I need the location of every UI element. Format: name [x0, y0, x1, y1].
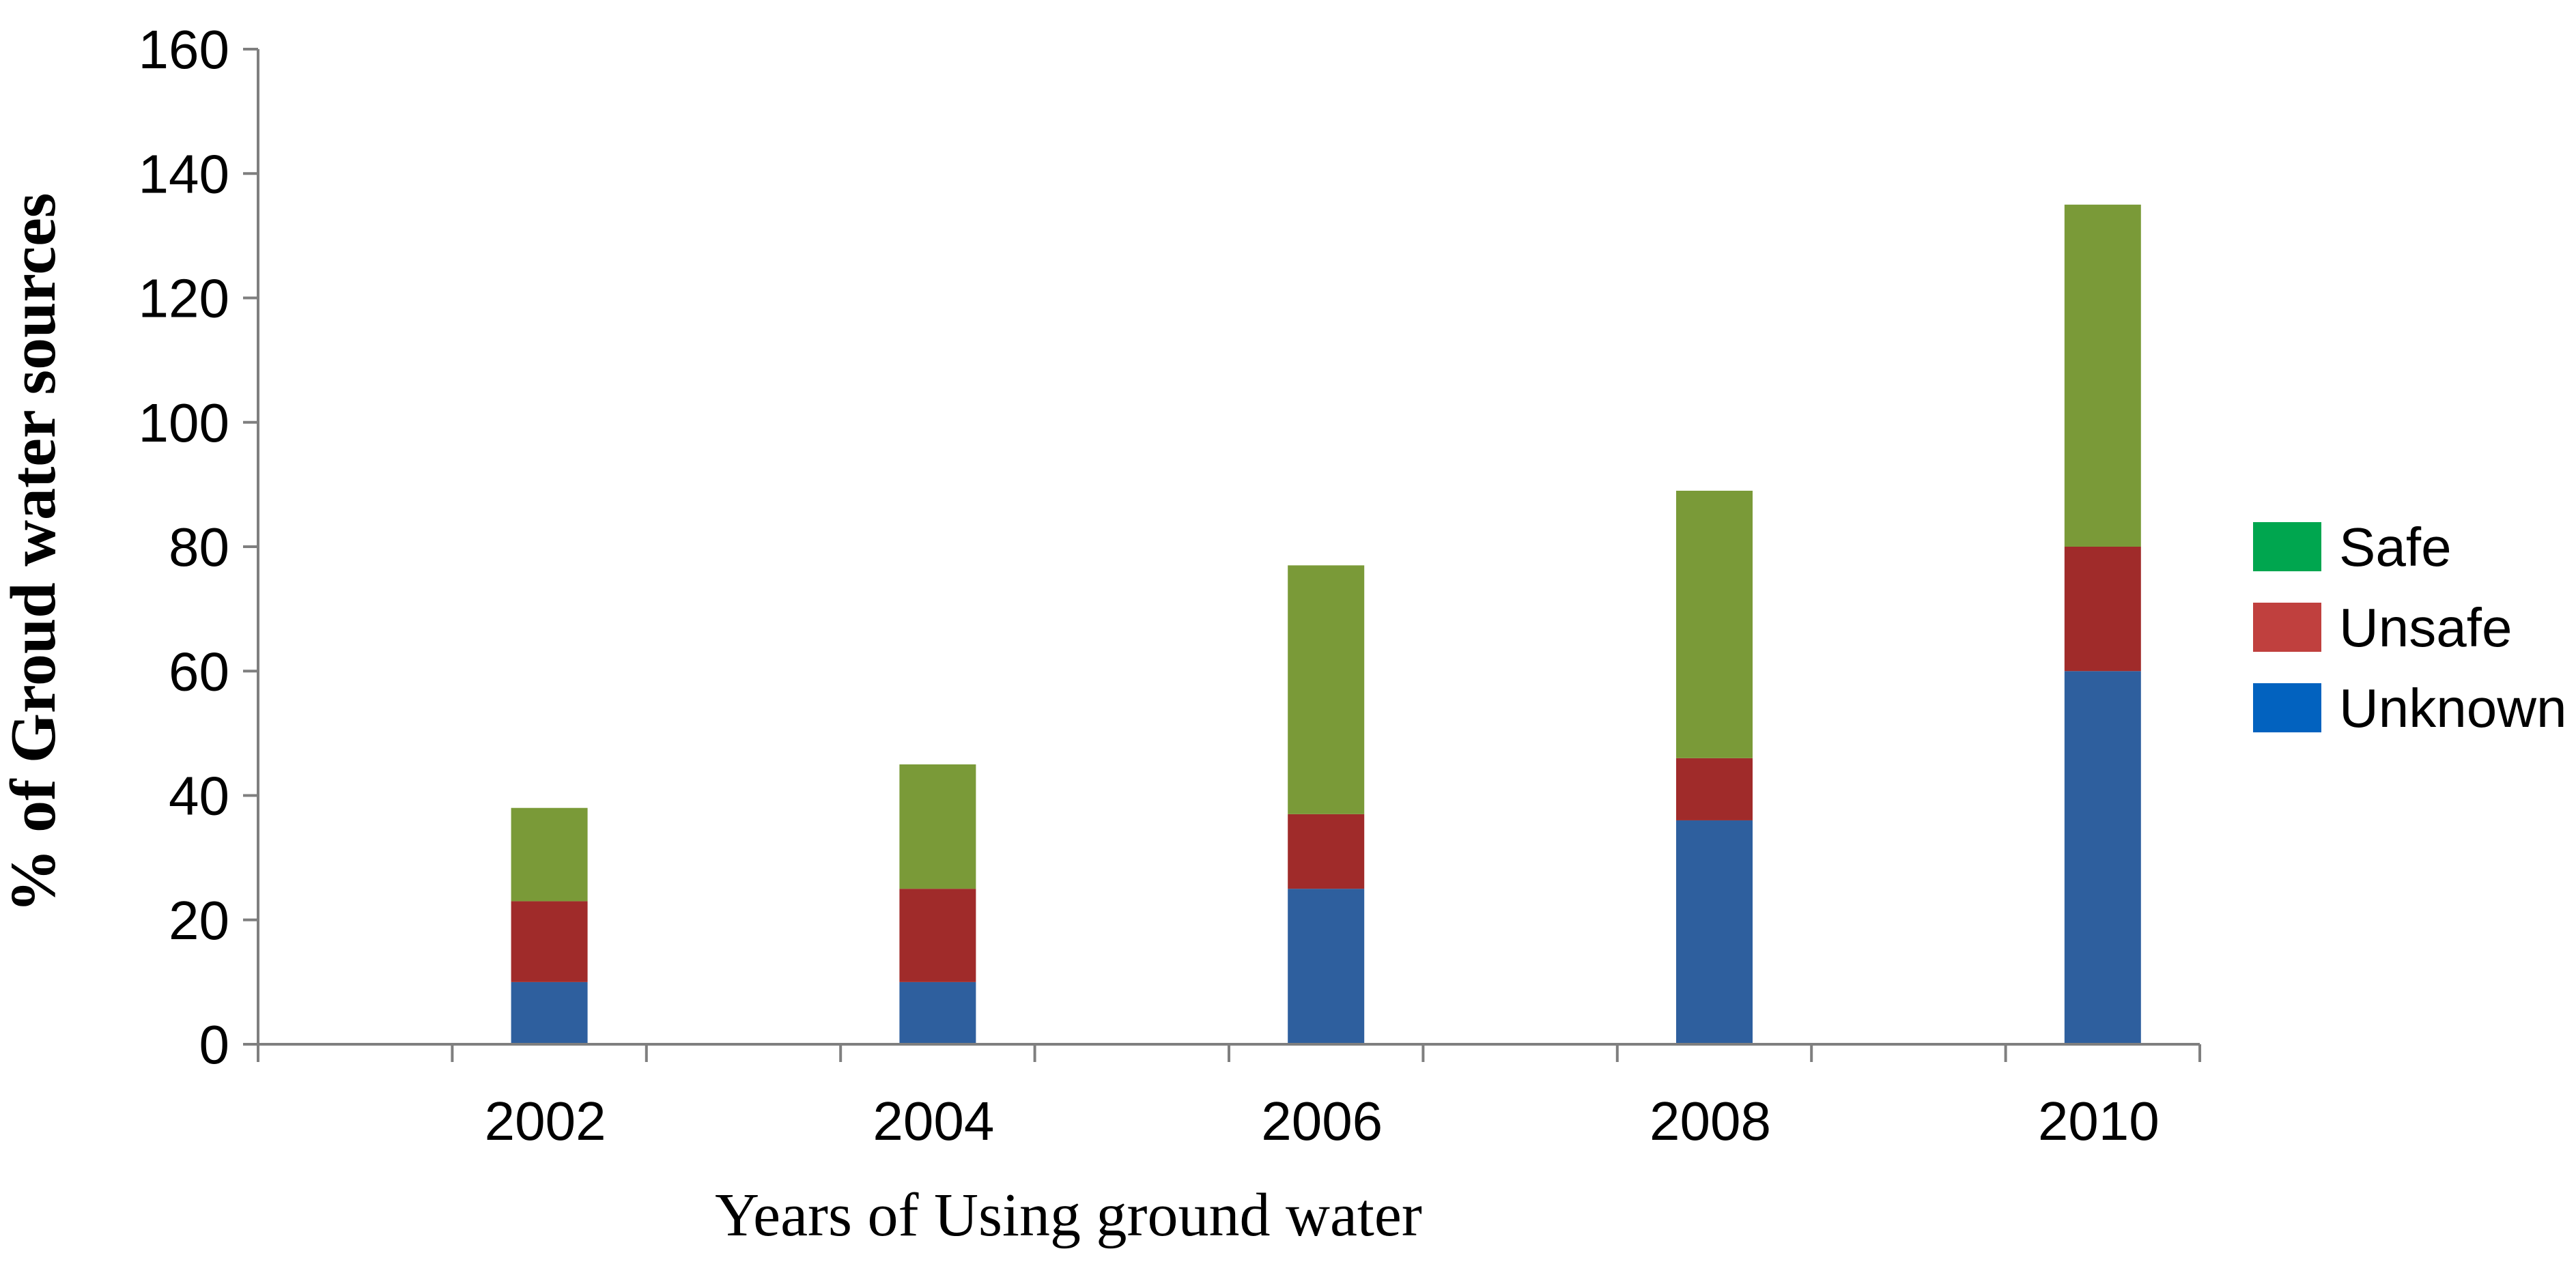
y-tick-label: 120 — [139, 268, 229, 329]
legend-label-safe: Safe — [2339, 517, 2452, 577]
bar-safe-2006 — [1288, 565, 1365, 814]
bar-unknown-2006 — [1288, 889, 1365, 1044]
bar-unsafe-2008 — [1676, 758, 1753, 820]
legend-label-unsafe: Unsafe — [2339, 597, 2512, 658]
bars-group — [511, 204, 2141, 1044]
bar-safe-2002 — [511, 807, 588, 902]
bar-unsafe-2010 — [2064, 547, 2141, 672]
x-axis-title: Years of Using ground water — [715, 1181, 1422, 1249]
y-tick-label: 20 — [169, 890, 229, 951]
y-tick-label: 140 — [139, 143, 229, 204]
legend-swatch-unsafe — [2253, 603, 2321, 652]
x-tick-label: 2008 — [1650, 1091, 1771, 1151]
bar-unsafe-2002 — [511, 901, 588, 982]
x-tick-label: 2010 — [2038, 1091, 2160, 1151]
legend-swatch-safe — [2253, 522, 2321, 571]
y-axis-title: % of Groud water sources — [0, 193, 69, 913]
bar-unknown-2004 — [899, 981, 976, 1044]
bar-unknown-2010 — [2064, 671, 2141, 1044]
y-tick-label: 160 — [139, 19, 229, 80]
y-ticks-group: 0 20 40 60 80 100 120 140 160 — [139, 19, 258, 1075]
x-tick-label: 2002 — [485, 1091, 606, 1151]
y-tick-label: 40 — [169, 766, 229, 827]
legend-label-unknown: Unknown — [2339, 678, 2567, 738]
bar-unknown-2008 — [1676, 820, 1753, 1044]
x-tick-label: 2006 — [1261, 1091, 1383, 1151]
y-tick-label: 80 — [169, 517, 229, 577]
y-tick-label: 100 — [139, 392, 229, 453]
y-tick-label: 60 — [169, 641, 229, 702]
bar-safe-2004 — [899, 764, 976, 889]
bar-unknown-2002 — [511, 981, 588, 1044]
x-tick-label: 2004 — [873, 1091, 994, 1151]
bar-unsafe-2004 — [899, 889, 976, 982]
bar-safe-2010 — [2064, 204, 2141, 547]
bar-unsafe-2006 — [1288, 814, 1365, 889]
legend: Safe Unsafe Unknown — [2253, 517, 2567, 738]
y-tick-label: 0 — [199, 1014, 230, 1075]
bar-safe-2008 — [1676, 490, 1753, 758]
x-ticks-group: 2002 2004 2006 2008 2010 — [257, 1044, 2201, 1151]
legend-swatch-unknown — [2253, 683, 2321, 732]
